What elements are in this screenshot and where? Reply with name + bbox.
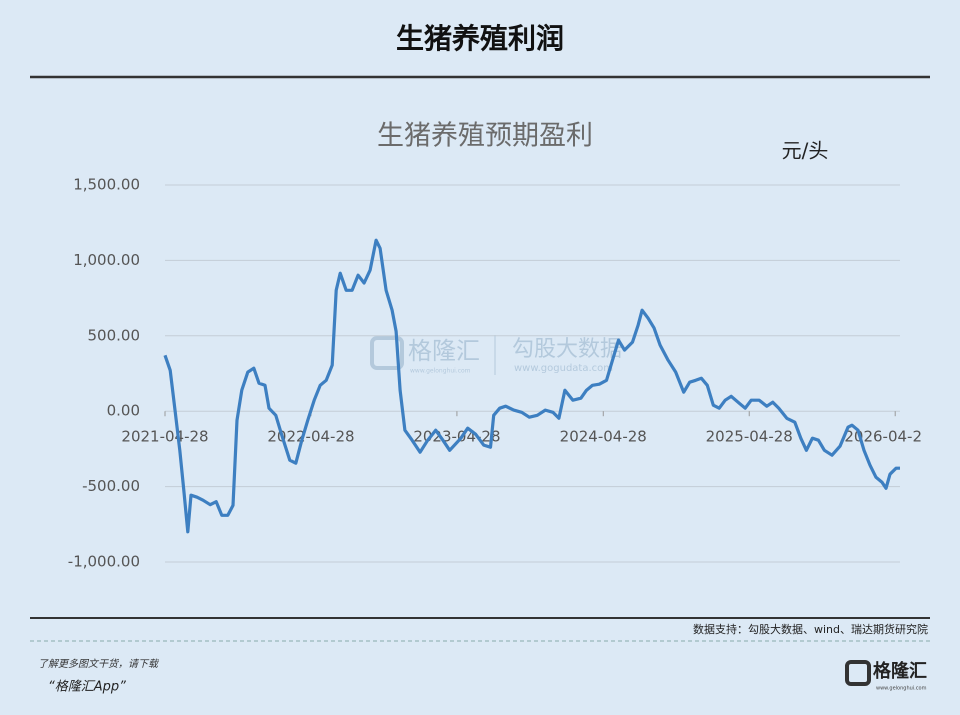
unit-label: 元/头: [782, 139, 829, 163]
watermark-brand: 格隆汇: [408, 337, 480, 365]
y-tick-label: -500.00: [82, 477, 140, 495]
source-note: 数据支持：勾股大数据、wind、瑞达期货研究院: [693, 622, 928, 636]
data-line: [163, 238, 900, 534]
x-tick-label: 2022-04-28: [267, 428, 354, 446]
watermark: 格隆汇 www.gelonghui.com 勾股大数据 www.gogudata…: [370, 335, 622, 375]
chart-title: 生猪养殖预期盈利: [377, 121, 593, 152]
y-tick-label: 500.00: [88, 326, 141, 344]
watermark-icon: [370, 336, 404, 370]
page-title: 生猪养殖利润: [396, 22, 564, 55]
y-tick-label: 0.00: [107, 402, 140, 420]
watermark-partner: 勾股大数据: [512, 337, 622, 362]
footer-app: “格隆汇App”: [48, 680, 126, 695]
y-tick-label: 1,500.00: [73, 176, 140, 194]
footer-text: 了解更多图文干货，请下载: [38, 658, 160, 670]
footer-logo: 格隆汇: [873, 660, 927, 682]
footer-logo-url: www.gelonghui.com: [876, 686, 927, 692]
y-tick-label: 1,000.00: [73, 251, 140, 269]
watermark-brand-url: www.gelonghui.com: [410, 368, 471, 375]
y-tick-label: -1,000.00: [68, 553, 140, 571]
x-tick-label: 2021-04-28: [121, 428, 208, 446]
x-tick-label: 2025-04-28: [706, 428, 793, 446]
x-tick-label: 2024-04-28: [560, 428, 647, 446]
x-tick-label: 2026-04-2: [844, 428, 922, 446]
footer-logo-icon: [845, 660, 871, 686]
watermark-partner-url: www.gogudata.com: [514, 363, 613, 374]
